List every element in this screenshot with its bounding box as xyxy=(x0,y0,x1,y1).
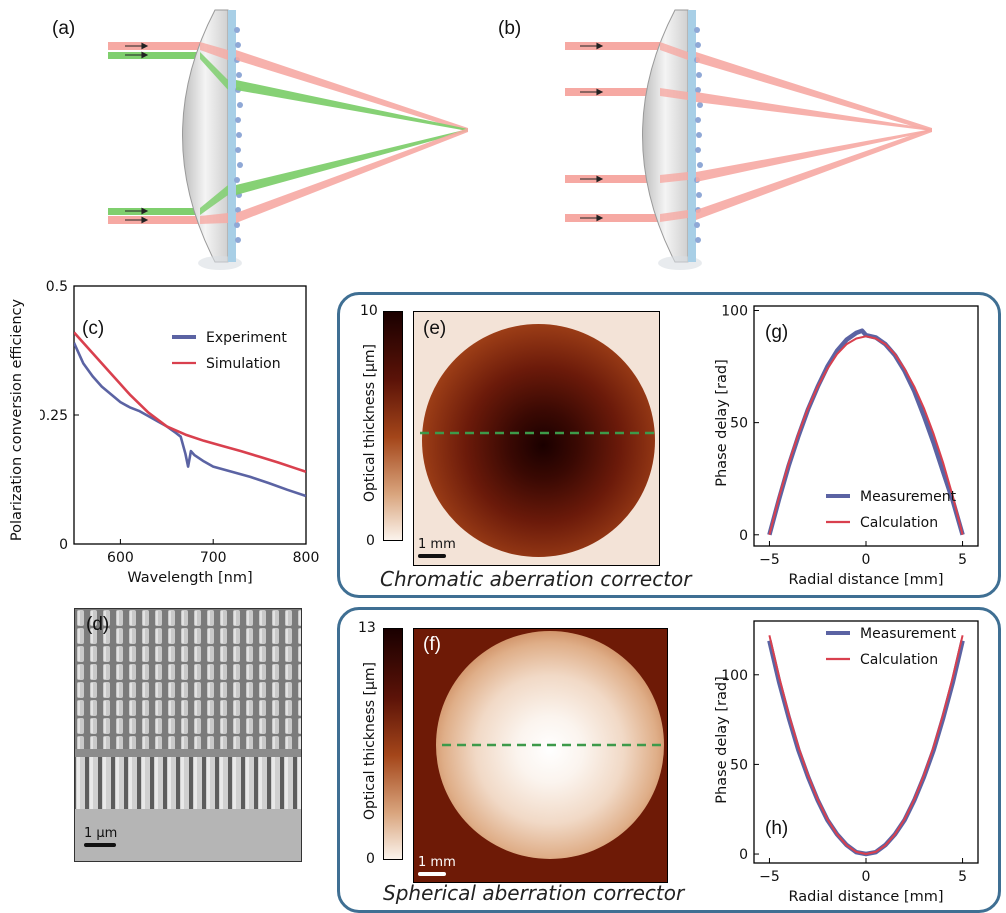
y-tick-label: 0.25 xyxy=(40,408,68,424)
y-tick-label: 100 xyxy=(721,303,748,319)
colorbar-e-label: Optical thickness [µm] xyxy=(362,344,378,502)
x-axis-label: Radial distance [mm] xyxy=(788,572,943,588)
legend-label: Measurement xyxy=(860,626,957,642)
panel-label-f: (f) xyxy=(423,634,441,655)
caption-chromatic: Chromatic aberration corrector xyxy=(380,567,692,591)
outgoing-red-ray-bottom xyxy=(236,128,468,223)
incoming-red-beam-top xyxy=(108,42,200,50)
outgoing-red-ray-top xyxy=(236,50,468,132)
outgoing-red-ray-1 xyxy=(696,52,932,132)
incoming-green-beam-bottom xyxy=(108,208,200,215)
scale-bar-label: 1 mm xyxy=(418,855,456,870)
y-tick-label: 50 xyxy=(730,416,748,432)
colorbar-f xyxy=(383,628,403,860)
chart-c-ylabel: Polarization conversion efficiency xyxy=(9,298,25,542)
panel-label-g: (g) xyxy=(765,322,789,343)
outgoing-green-ray-top xyxy=(236,80,468,131)
legend-label: Simulation xyxy=(206,356,281,372)
panel-label-h: (h) xyxy=(765,818,789,839)
x-tick-label: 0 xyxy=(862,869,871,885)
sem-pillars xyxy=(75,609,301,861)
outgoing-green-ray-bottom xyxy=(236,129,468,195)
legend-label: Measurement xyxy=(860,489,957,505)
outgoing-red-ray-4 xyxy=(696,128,932,220)
outgoing-red-ray-2 xyxy=(696,92,932,131)
x-tick-label: −5 xyxy=(759,552,780,568)
y-tick-label: 0.5 xyxy=(46,280,68,295)
incoming-red-beam-3 xyxy=(565,175,660,183)
series-line-simulation xyxy=(74,331,306,474)
metasurface-plate xyxy=(228,10,236,262)
legend-label: Calculation xyxy=(860,515,938,531)
series-line-calculation xyxy=(768,335,964,536)
panel-label-e: (e) xyxy=(423,318,447,339)
x-tick-label: 5 xyxy=(958,869,967,885)
scale-bar-label: 1 mm xyxy=(418,537,456,552)
panel-label-d: (d) xyxy=(86,614,110,635)
panel-label-c: (c) xyxy=(82,318,105,339)
scale-bar-e: 1 mm xyxy=(418,537,456,558)
x-tick-label: 0 xyxy=(862,552,871,568)
scale-bar-d: 1 µm xyxy=(84,826,117,847)
panel-label-a: (a) xyxy=(52,18,76,39)
x-tick-label: 800 xyxy=(293,550,320,566)
plot-frame xyxy=(73,285,307,545)
scale-bar-label: 1 µm xyxy=(84,826,118,841)
x-tick-label: 600 xyxy=(107,550,134,566)
lens-illustration-a xyxy=(108,9,468,270)
chart-c: 600 700 800 0 0.25 0.5 Wavelength [nm] Experime… xyxy=(40,280,320,586)
y-tick-label: 100 xyxy=(721,668,748,684)
heatmap-f xyxy=(413,628,668,883)
incoming-red-beam-4 xyxy=(565,214,660,222)
colorbar-e xyxy=(383,311,403,541)
legend-label: Experiment xyxy=(206,330,287,346)
colorbar-f-label: Optical thickness [µm] xyxy=(362,662,378,820)
y-tick-label: 0 xyxy=(739,847,748,863)
arrow-icon xyxy=(125,42,149,224)
colorbar-e-tick-max: 10 xyxy=(360,303,378,319)
arrow-icon xyxy=(580,42,604,222)
lens-illustration-b xyxy=(565,9,932,270)
panel-label-b: (b) xyxy=(498,18,522,39)
incoming-green-beam-top xyxy=(108,52,200,59)
scale-bar-f: 1 mm xyxy=(418,855,456,876)
legend-label: Calculation xyxy=(860,652,938,668)
sem-image xyxy=(74,608,302,862)
colorbar-f-tick-min: 0 xyxy=(366,851,375,867)
heatmap-e xyxy=(413,311,660,566)
incoming-red-beam-1 xyxy=(565,42,660,50)
colorbar-f-tick-max: 13 xyxy=(358,620,376,636)
incoming-red-beam-2 xyxy=(565,88,660,96)
outgoing-red-ray-3 xyxy=(696,129,932,182)
incoming-red-beam-bottom xyxy=(108,216,200,224)
x-axis-label: Wavelength [nm] xyxy=(127,570,252,586)
x-axis-label: Radial distance [mm] xyxy=(788,889,943,905)
y-tick-label: 0 xyxy=(59,537,68,553)
y-tick-label: 50 xyxy=(730,757,748,773)
chromatic-corrector-box xyxy=(337,292,1001,598)
metasurface-plate xyxy=(688,10,696,262)
series-line-calculation xyxy=(768,635,964,855)
x-tick-label: −5 xyxy=(759,869,780,885)
caption-spherical: Spherical aberration corrector xyxy=(383,881,685,905)
colorbar-e-tick-min: 0 xyxy=(366,533,375,549)
x-tick-label: 700 xyxy=(200,550,227,566)
y-tick-label: 0 xyxy=(739,528,748,544)
nanopillars xyxy=(234,27,243,243)
series-line-experiment xyxy=(74,342,306,498)
x-tick-label: 5 xyxy=(958,552,967,568)
